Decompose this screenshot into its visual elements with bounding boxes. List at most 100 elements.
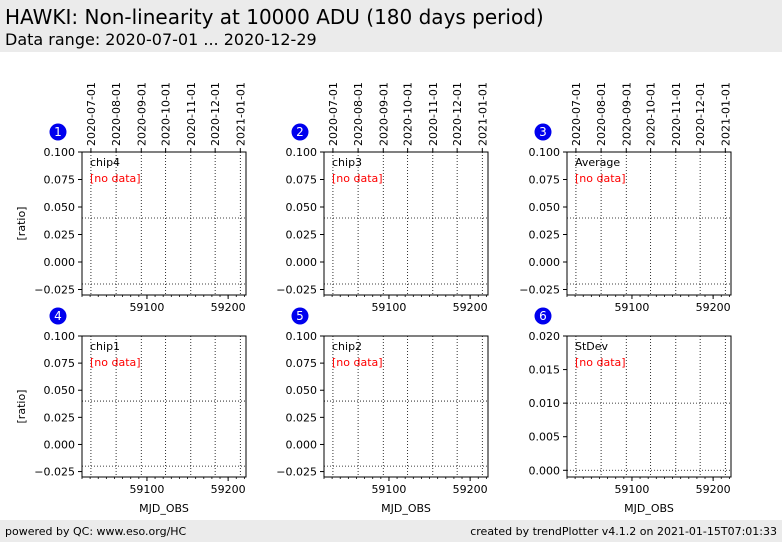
date-tick-label: 2020-11-01 <box>427 82 440 146</box>
y-axis-label: [ratio] <box>15 207 28 241</box>
date-tick-label: 2020-09-01 <box>135 82 148 146</box>
y-tick-label: 0.025 <box>44 411 76 424</box>
page-title: HAWKI: Non-linearity at 10000 ADU (180 d… <box>5 5 544 29</box>
no-data-note: [no data] <box>332 356 383 369</box>
date-tick-label: 2020-07-01 <box>570 82 583 146</box>
plot-frame <box>81 151 247 296</box>
date-tick-label: 2020-08-01 <box>595 82 608 146</box>
x-tick-label: 59200 <box>211 301 246 314</box>
plot-frame <box>566 151 732 296</box>
panel-number: 5 <box>296 309 304 323</box>
y-tick-label: 0.050 <box>286 201 318 214</box>
panel-label: StDev <box>575 340 609 353</box>
y-tick-label: 0.015 <box>529 364 561 377</box>
y-tick-label: 0.025 <box>286 229 318 242</box>
x-tick-label: 59100 <box>614 483 649 496</box>
x-tick-label: 59100 <box>129 483 164 496</box>
x-tick-label: 59100 <box>129 301 164 314</box>
y-tick-label: 0.100 <box>44 330 76 343</box>
y-tick-label: 0.020 <box>529 330 561 343</box>
y-tick-label: 0.075 <box>286 357 318 370</box>
y-tick-label: −0.025 <box>34 284 75 297</box>
footer-bar: powered by QC: www.eso.org/HC created by… <box>0 520 782 542</box>
date-tick-label: 2020-11-01 <box>670 82 683 146</box>
date-tick-label: 2020-12-01 <box>451 82 464 146</box>
date-tick-label: 2020-10-01 <box>402 82 415 146</box>
plot-frame <box>323 335 489 478</box>
y-tick-label: 0.075 <box>44 357 76 370</box>
y-tick-label: 0.005 <box>529 431 561 444</box>
date-tick-label: 2020-09-01 <box>620 82 633 146</box>
date-tick-label: 2020-10-01 <box>160 82 173 146</box>
panel-number: 3 <box>539 125 547 139</box>
panel-number: 6 <box>539 309 547 323</box>
plot-frame <box>566 335 732 478</box>
y-tick-label: 0.050 <box>44 201 76 214</box>
y-tick-label: −0.025 <box>519 284 560 297</box>
y-tick-label: 0.000 <box>529 464 561 477</box>
footer-generator: created by trendPlotter v4.1.2 on 2021-0… <box>470 525 777 538</box>
panel-number: 1 <box>54 125 62 139</box>
page-subtitle: Data range: 2020-07-01 ... 2020-12-29 <box>5 30 317 49</box>
date-tick-label: 2020-10-01 <box>645 82 658 146</box>
panel-number-badge <box>49 123 67 141</box>
x-axis-label: MJD_OBS <box>381 502 431 515</box>
plot-frame <box>323 151 489 296</box>
panel-number-badge <box>291 307 309 325</box>
panel-number: 2 <box>296 125 304 139</box>
x-tick-label: 59200 <box>696 301 731 314</box>
date-tick-label: 2020-08-01 <box>110 82 123 146</box>
y-tick-label: 0.025 <box>529 229 561 242</box>
date-tick-label: 2020-07-01 <box>327 82 340 146</box>
y-tick-label: −0.025 <box>34 466 75 479</box>
date-tick-label: 2020-09-01 <box>377 82 390 146</box>
panel-number-badge <box>49 307 67 325</box>
panel-number-badge <box>534 123 552 141</box>
plot-frame <box>81 335 247 478</box>
y-tick-label: 0.010 <box>529 397 561 410</box>
y-tick-label: 0.050 <box>44 384 76 397</box>
y-tick-label: 0.000 <box>529 256 561 269</box>
no-data-note: [no data] <box>90 172 141 185</box>
y-tick-label: 0.000 <box>44 256 76 269</box>
panel-number-badge <box>534 307 552 325</box>
date-tick-label: 2021-01-01 <box>476 82 489 146</box>
y-tick-label: 0.100 <box>44 146 76 159</box>
y-tick-label: 0.100 <box>529 146 561 159</box>
panel-label: chip4 <box>90 156 120 169</box>
no-data-note: [no data] <box>90 356 141 369</box>
x-tick-label: 59200 <box>453 483 488 496</box>
x-axis-label: MJD_OBS <box>139 502 189 515</box>
header-bar: HAWKI: Non-linearity at 10000 ADU (180 d… <box>0 0 782 52</box>
x-tick-label: 59200 <box>696 483 731 496</box>
y-tick-label: −0.025 <box>276 284 317 297</box>
panel-label: chip2 <box>332 340 362 353</box>
date-tick-label: 2021-01-01 <box>719 82 732 146</box>
y-tick-label: 0.075 <box>44 174 76 187</box>
y-tick-label: 0.050 <box>529 201 561 214</box>
panel-number-badge <box>291 123 309 141</box>
y-tick-label: 0.075 <box>529 174 561 187</box>
x-tick-label: 59200 <box>453 301 488 314</box>
y-tick-label: 0.000 <box>286 438 318 451</box>
x-tick-label: 59100 <box>371 301 406 314</box>
panel-label: Average <box>575 156 620 169</box>
y-axis-label: [ratio] <box>15 390 28 424</box>
x-tick-label: 59100 <box>371 483 406 496</box>
date-tick-label: 2020-11-01 <box>185 82 198 146</box>
no-data-note: [no data] <box>575 172 626 185</box>
chart-grid: 0.100 0.075 0.050 0.025 0.000 −0.025 59100 5920… <box>15 82 732 515</box>
no-data-note: [no data] <box>575 356 626 369</box>
y-tick-label: 0.050 <box>286 384 318 397</box>
y-tick-label: 0.075 <box>286 174 318 187</box>
y-tick-label: 0.025 <box>286 411 318 424</box>
date-tick-label: 2020-12-01 <box>694 82 707 146</box>
y-tick-label: 0.025 <box>44 229 76 242</box>
date-tick-label: 2020-07-01 <box>85 82 98 146</box>
y-tick-label: 0.100 <box>286 146 318 159</box>
panel-number: 4 <box>54 309 62 323</box>
y-tick-label: 0.100 <box>286 330 318 343</box>
date-tick-label: 2021-01-01 <box>234 82 247 146</box>
x-tick-label: 59200 <box>211 483 246 496</box>
y-tick-label: 0.000 <box>286 256 318 269</box>
